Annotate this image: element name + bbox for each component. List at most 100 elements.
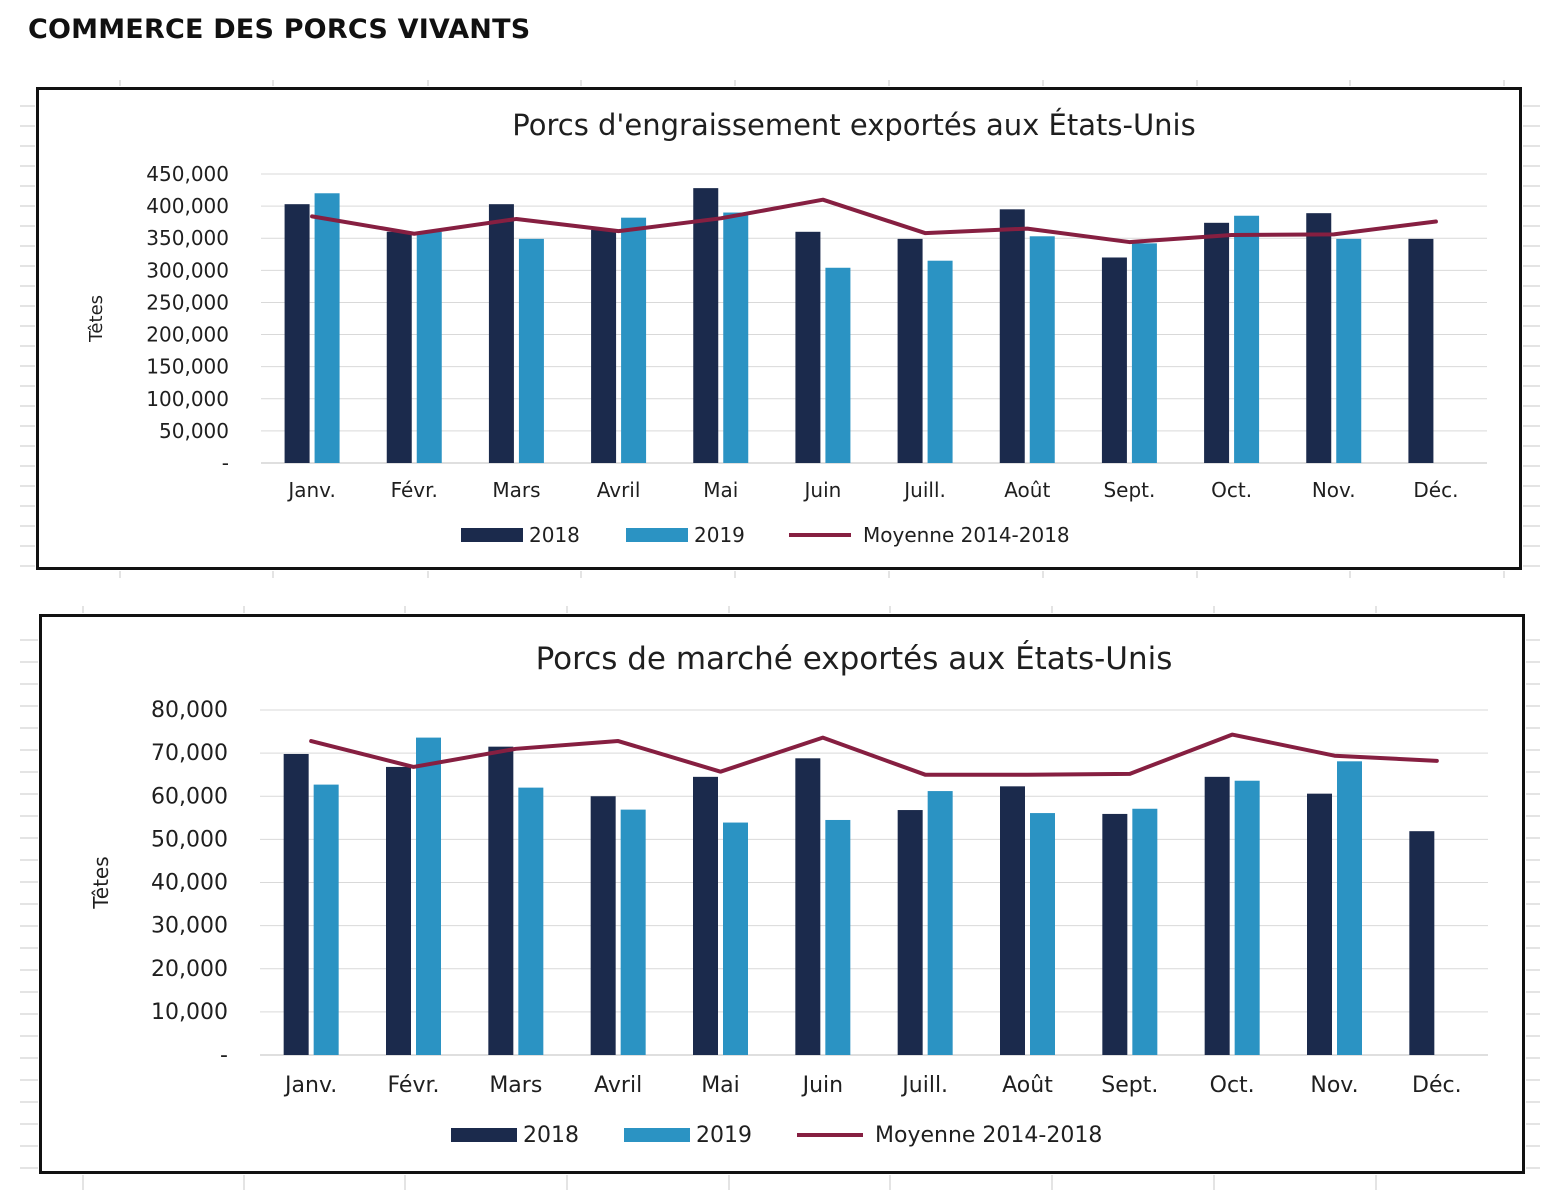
chart1-average-line — [310, 197, 1438, 245]
chart1-legend-swatch-2019 — [626, 528, 688, 542]
chart2-y-axis-title: Têtes — [89, 856, 113, 909]
chart2-bar-2019 — [1337, 761, 1362, 1055]
chart2-bar-2018 — [795, 758, 821, 1055]
chart2-y-tick-label: 80,000 — [151, 698, 228, 723]
chart1-bar-2018 — [1101, 257, 1127, 463]
chart1-bar-2019 — [621, 217, 647, 463]
chart1-bar-2019 — [1029, 236, 1055, 463]
chart1-legend-label-average: Moyenne 2014-2018 — [863, 523, 1070, 547]
chart1-y-tick-label: 350,000 — [146, 226, 229, 250]
chart2-y-tick-label: 50,000 — [151, 827, 228, 852]
chart2-y-tick-label: 40,000 — [151, 871, 228, 896]
chart2-legend-label-2019: 2019 — [696, 1123, 752, 1148]
chart1-bar-2018 — [386, 231, 412, 463]
chart2-x-tick-label: Juill. — [900, 1073, 948, 1098]
chart1-x-tick-label: Avril — [597, 478, 641, 502]
chart2-bar-2018 — [283, 753, 309, 1055]
chart1-bar-2019 — [1234, 215, 1260, 463]
chart1-bar-2019 — [1336, 238, 1362, 463]
chart2-y-tick-label: 30,000 — [151, 914, 228, 939]
chart1-y-tick-label: 50,000 — [159, 419, 229, 443]
chart1-bar-2019 — [314, 193, 340, 463]
chart2-x-tick-label: Mai — [701, 1073, 740, 1098]
chart1-y-tick-label: 100,000 — [146, 387, 229, 411]
chart1-x-tick-label: Sept. — [1103, 478, 1155, 502]
chart2-bar-2019 — [1030, 813, 1055, 1055]
chart1-x-tick-label: Mars — [492, 478, 540, 502]
chart1-y-tick-label: 300,000 — [146, 258, 229, 282]
chart1-legend-swatch-2018 — [461, 528, 523, 542]
chart1-y-tick-label: 150,000 — [146, 355, 229, 379]
chart2-bar-2019 — [416, 737, 441, 1055]
chart1-x-tick-label: Juin — [803, 478, 842, 502]
chart2-bar-2018 — [488, 746, 514, 1055]
chart2-bar-2019 — [518, 787, 544, 1055]
chart2-x-tick-label: Sept. — [1101, 1073, 1158, 1098]
chart1-x-tick-label: Août — [1004, 478, 1050, 502]
chart2-bar-2018 — [590, 796, 616, 1055]
chart1-y-tick-label: 400,000 — [146, 194, 229, 218]
chart1-bar-2018 — [284, 204, 310, 463]
chart2-x-tick-label: Avril — [594, 1073, 642, 1098]
chart1-bar-2019 — [825, 267, 851, 463]
chart1-title: Porcs d'engraissement exportés aux États… — [512, 108, 1195, 142]
chart2-bar-2019 — [1132, 808, 1158, 1055]
chart2-y-tick-label: 70,000 — [151, 741, 228, 766]
chart1-x-tick-label: Oct. — [1211, 478, 1252, 502]
chart2-bar-2018 — [1102, 813, 1128, 1055]
chart2-bar-2019 — [620, 809, 646, 1055]
chart2-bar-2019 — [927, 791, 953, 1055]
chart2-legend-swatch-2019 — [624, 1128, 690, 1142]
chart1-y-axis-title: Têtes — [86, 295, 107, 343]
chart-fattening-pigs-canvas: Porcs d'engraissement exportés aux États… — [86, 108, 1487, 547]
chart1-bar-2019 — [518, 238, 544, 463]
chart2-x-tick-label: Nov. — [1310, 1073, 1358, 1098]
chart2-y-tick-label: 20,000 — [151, 957, 228, 982]
chart1-bar-2019 — [416, 231, 442, 463]
chart2-y-tick-label: - — [220, 1043, 228, 1068]
chart1-legend-label-2018: 2018 — [529, 523, 580, 547]
chart2-bar-2018 — [1204, 776, 1230, 1055]
chart2-x-tick-label: Oct. — [1210, 1073, 1255, 1098]
chart2-average-line — [309, 732, 1439, 777]
chart-market-pigs: Porcs de marché exportés aux États-Unis -… — [39, 614, 1525, 1174]
chart1-bar-2018 — [897, 238, 923, 463]
chart-fattening-pigs: Porcs d'engraissement exportés aux États… — [36, 87, 1522, 570]
chart1-x-tick-label: Févr. — [391, 478, 438, 502]
chart1-bar-2018 — [693, 188, 719, 463]
chart2-bar-2019 — [313, 784, 339, 1055]
chart2-x-tick-label: Déc. — [1412, 1073, 1462, 1098]
chart2-bar-2019 — [723, 822, 748, 1055]
chart1-bar-2019 — [927, 260, 953, 463]
chart2-x-tick-label: Mars — [489, 1073, 542, 1098]
chart2-y-tick-label: 60,000 — [151, 784, 228, 809]
chart2-legend-swatch-2018 — [451, 1128, 517, 1142]
chart1-x-tick-label: Janv. — [286, 478, 335, 502]
chart1-y-tick-label: 200,000 — [146, 323, 229, 347]
chart2-title: Porcs de marché exportés aux États-Unis — [536, 641, 1173, 677]
chart2-y-tick-label: 10,000 — [151, 1000, 228, 1025]
chart1-legend-label-2019: 2019 — [694, 523, 745, 547]
chart1-bar-2018 — [999, 209, 1025, 463]
chart1-bar-2018 — [795, 231, 821, 463]
chart2-bar-2018 — [386, 766, 411, 1055]
chart2-legend-label-average: Moyenne 2014-2018 — [875, 1123, 1102, 1148]
chart-market-pigs-canvas: Porcs de marché exportés aux États-Unis -… — [89, 641, 1488, 1148]
chart2-bar-2019 — [1234, 780, 1260, 1055]
chart1-x-tick-label: Juill. — [902, 478, 946, 502]
chart2-bar-2018 — [897, 810, 923, 1055]
chart1-y-tick-label: - — [222, 451, 229, 475]
chart2-x-tick-label: Août — [1002, 1073, 1053, 1098]
chart1-bar-2018 — [1204, 222, 1230, 463]
chart2-x-tick-label: Juin — [801, 1073, 844, 1098]
chart1-bar-2018 — [1306, 213, 1332, 463]
chart1-y-tick-label: 450,000 — [146, 162, 229, 186]
chart2-x-tick-label: Janv. — [283, 1073, 337, 1098]
chart1-x-tick-label: Nov. — [1312, 478, 1356, 502]
chart1-bar-2019 — [723, 212, 749, 463]
chart1-bar-2018 — [591, 229, 617, 463]
chart2-bar-2018 — [693, 776, 718, 1055]
chart1-y-tick-label: 250,000 — [146, 290, 229, 314]
chart2-bar-2018 — [1409, 831, 1435, 1055]
